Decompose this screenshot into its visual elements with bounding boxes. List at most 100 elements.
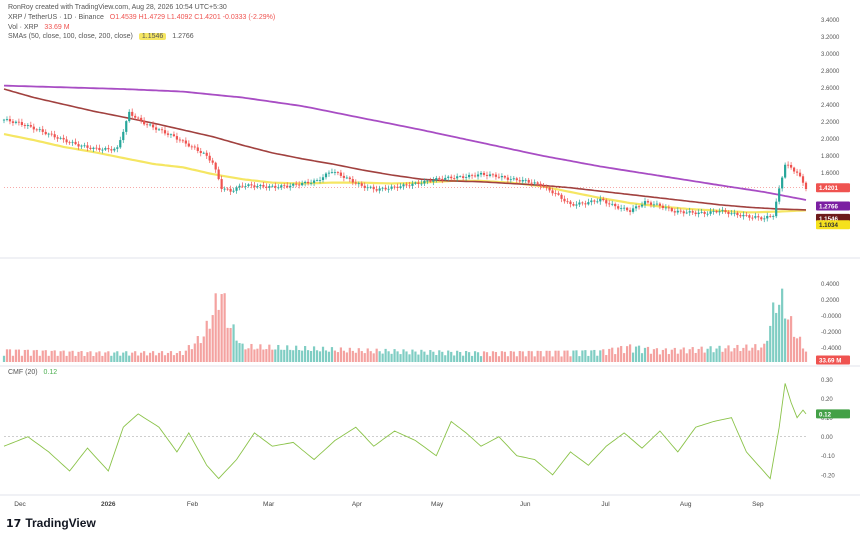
candle-body [563,198,566,202]
volume-bar [432,351,435,362]
volume-bar [372,353,375,362]
candle-body [122,131,125,141]
volume-bar [789,316,793,362]
candle-body [494,174,498,177]
candle-body [688,211,691,213]
candle-body [312,180,316,183]
volume-bar [196,336,199,362]
candle-body [801,176,805,183]
volume-bar [617,347,620,362]
volume-bar [223,293,226,362]
candle-body [557,193,560,195]
candle-body [426,180,429,182]
volume-bar [187,345,190,362]
candle-body [193,146,196,148]
candle-body [551,190,554,194]
volume-bar [366,348,369,362]
volume-bar [89,351,92,362]
candle-body [56,137,59,139]
volume-bar [453,355,456,362]
candle-body [742,214,745,217]
candle-body [497,176,501,178]
volume-bar [307,350,310,362]
volume-bar [512,351,515,362]
candle-body [664,207,667,209]
volume-bar [462,355,465,362]
volume-bar [247,348,250,362]
volume-bar [515,356,518,362]
candle-body [429,180,432,182]
volume-bar [235,340,238,362]
volume-bar [175,353,179,362]
time-axis-label: Dec [14,501,26,508]
time-axis-label: May [431,501,444,508]
volume-bar [700,346,703,362]
volume-bar [476,352,480,362]
volume-bar [181,355,184,362]
candle-body [366,187,369,189]
volume-bar [411,349,414,362]
candle-body [214,162,217,170]
candle-body [29,125,32,127]
candle-body [578,202,581,205]
candle-body [315,180,319,182]
candle-body [26,125,29,126]
candle-body [187,143,190,147]
candle-body [77,144,80,147]
candle-body [83,145,86,147]
price-badge: 1.1034 [819,222,838,229]
volume-bar [274,349,277,362]
volume-bar [673,347,676,362]
volume-bar [5,349,9,362]
candle-body [500,176,503,178]
volume-bar [590,350,593,362]
volume-bar [265,349,268,362]
cmf-axis-tick-label: -0.10 [821,454,835,460]
sma-value-1: 1.1546 [138,33,167,40]
tradingview-logo[interactable]: 17 TradingView [6,516,96,530]
candle-body [178,139,182,141]
candle-body [68,142,71,144]
volume-bar [20,355,23,362]
volume-bar [378,351,381,362]
volume-bar [739,351,742,362]
volume-bar [86,352,89,362]
candle-body [605,200,608,204]
volume-bar [381,353,384,362]
volume-bar [578,356,581,362]
candle-body [41,129,44,132]
candle-body [527,179,530,183]
candle-body [542,186,545,188]
candle-body [655,203,659,205]
candle-body [277,187,280,189]
volume-bar [151,351,155,362]
volume-bar [23,349,26,362]
candle-body [521,179,524,182]
volume-bar [336,352,340,362]
candle-body [50,133,53,135]
candle-body [485,174,489,176]
candle-body [184,140,187,144]
candle-body [509,179,512,181]
candle-body [256,186,259,188]
candle-body [432,180,435,182]
volume-bar [11,355,15,362]
candle-body [190,146,193,148]
volume-bar [226,327,229,362]
volume-bar [405,351,408,362]
cmf-line [3,383,807,480]
volume-bar [333,350,337,362]
volume-bar [545,350,548,362]
candle-body [199,150,202,154]
candle-body [265,186,268,188]
volume-bar [402,349,405,362]
volume-axis-tick-label: -0.0000 [821,314,842,320]
volume-bar [205,320,208,362]
volume-bar [450,351,453,362]
candle-body [226,188,229,190]
volume-bar [634,346,638,362]
volume-bar [763,343,766,362]
price-axis-tick-label: 2.2000 [821,120,840,126]
volume-bar [447,350,450,362]
